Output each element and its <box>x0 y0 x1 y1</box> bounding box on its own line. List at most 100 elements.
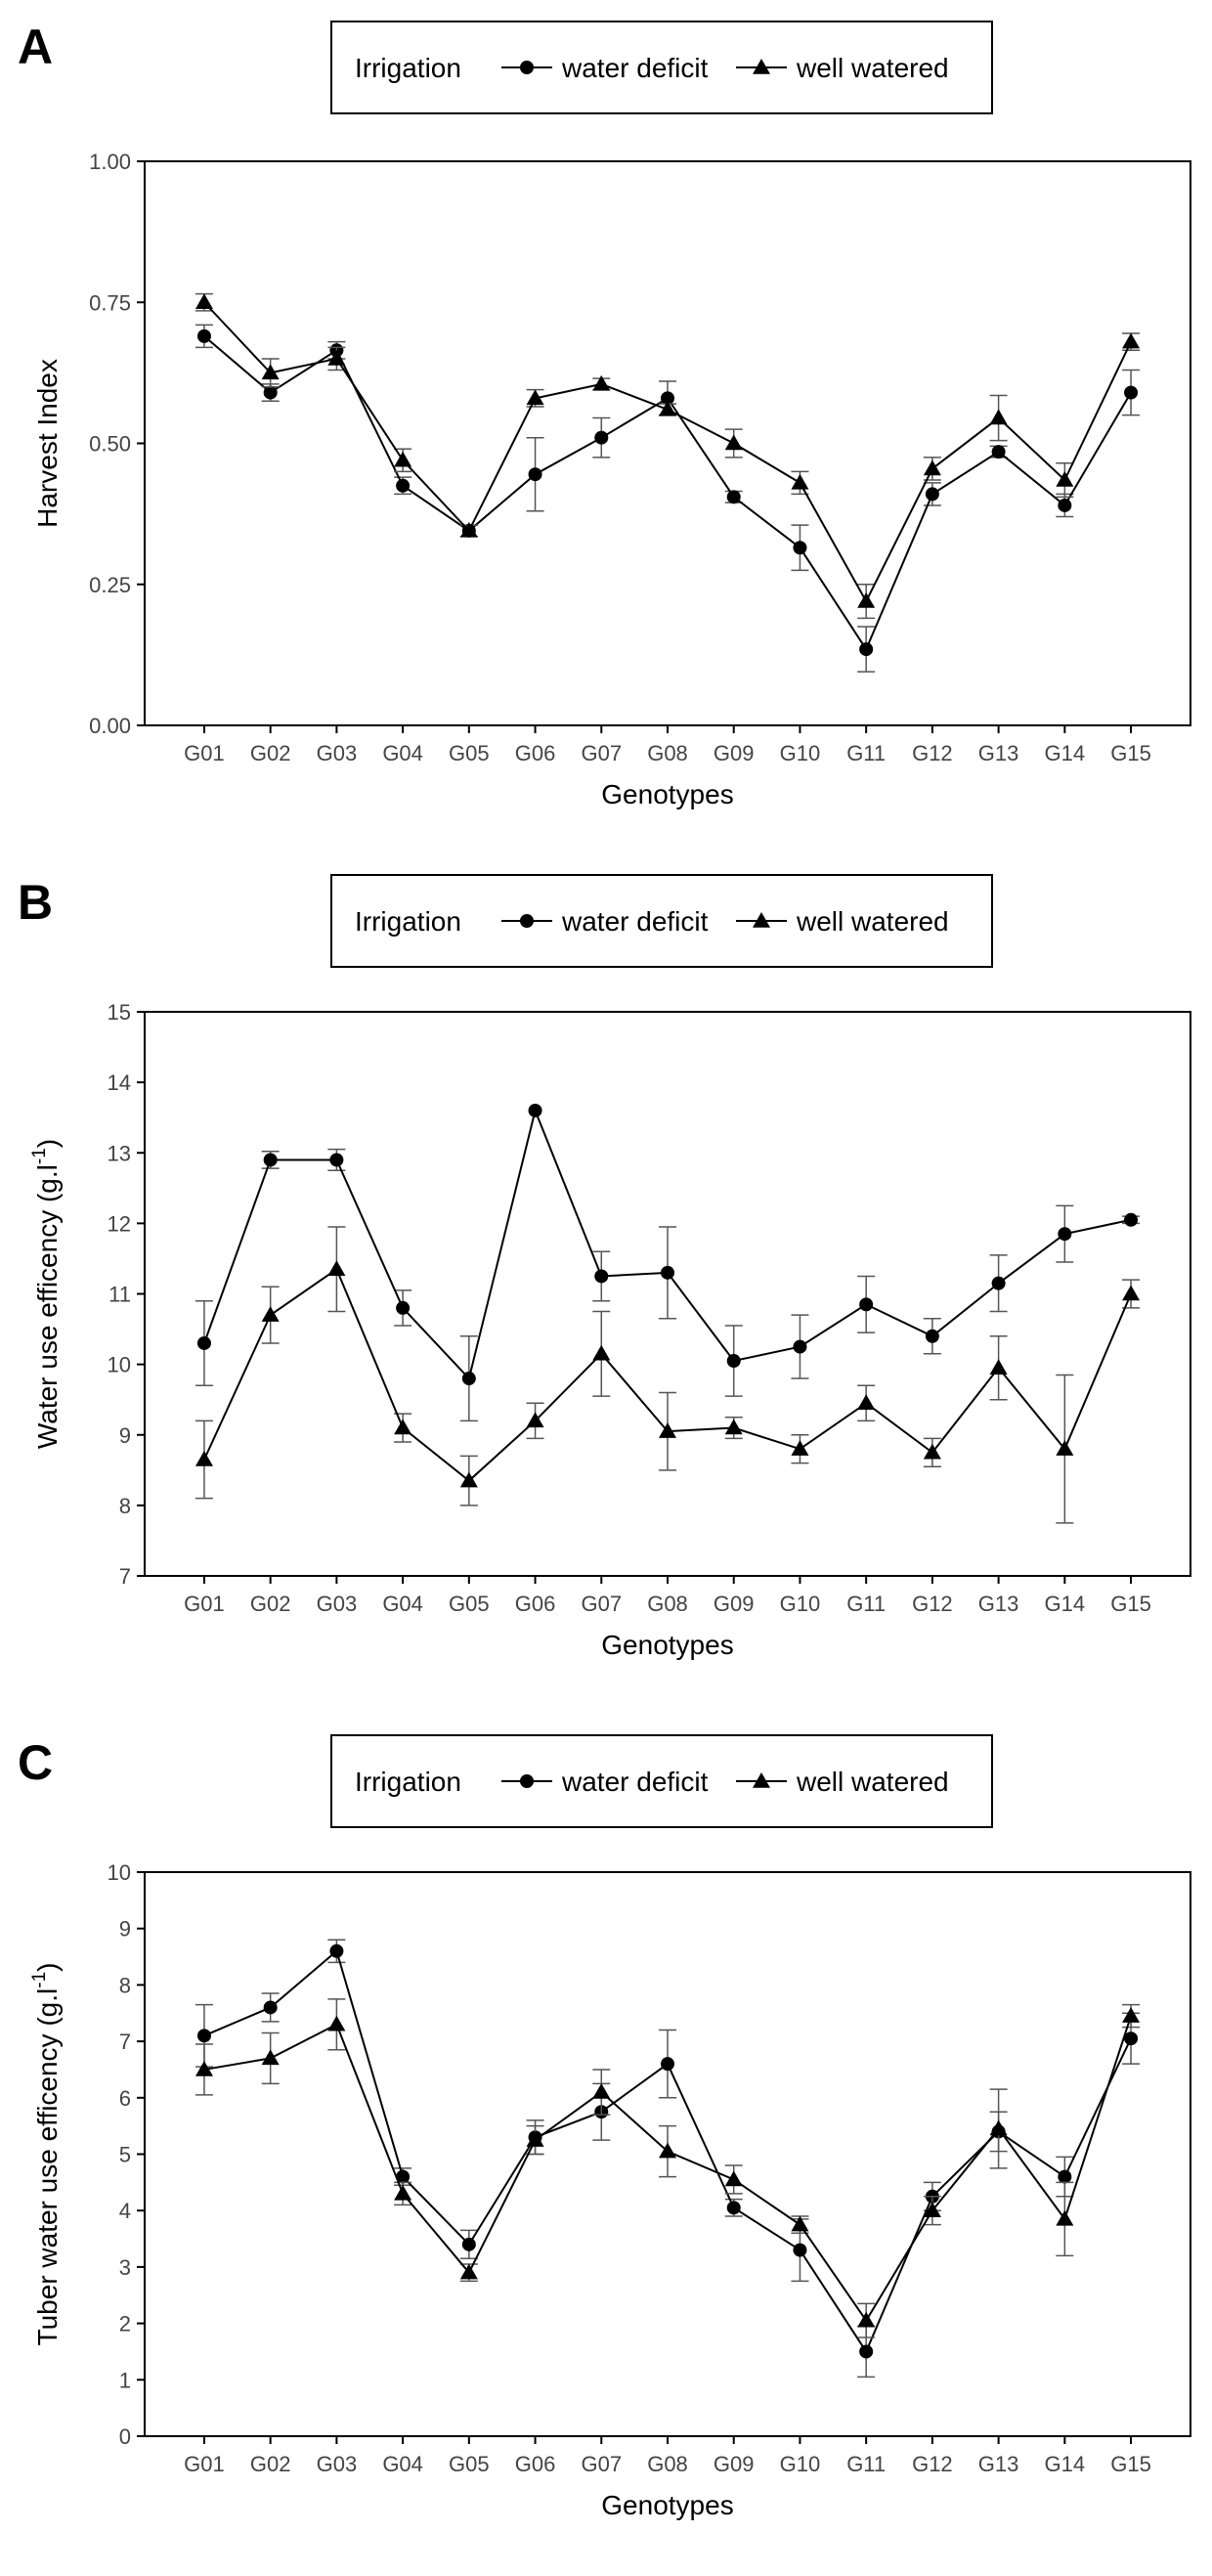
y-tick-label: 2 <box>119 2312 131 2336</box>
data-point-triangle <box>989 1359 1008 1375</box>
data-point-triangle <box>195 2060 213 2076</box>
x-tick-label: G09 <box>714 741 755 765</box>
harvest-index-chart: A Irrigation water deficit well watered 0.00… <box>18 20 1191 809</box>
data-point-circle <box>726 490 741 504</box>
y-tick-label: 7 <box>119 1564 131 1589</box>
x-tick-label: G03 <box>317 2452 358 2476</box>
x-tick-label: G05 <box>449 741 490 765</box>
x-tick-label: G13 <box>978 1592 1019 1616</box>
legend-entry-well-watered: well watered <box>796 1767 949 1797</box>
y-tick-label: 13 <box>108 1141 131 1165</box>
data-point-circle <box>594 1269 609 1284</box>
y-tick-label: 0.50 <box>89 432 131 457</box>
x-tick-label: G08 <box>647 1592 688 1616</box>
x-tick-label: G04 <box>382 1592 423 1616</box>
data-point-circle <box>859 642 874 657</box>
y-axis-label-tail: ) <box>32 1963 63 1972</box>
data-point-circle <box>1058 2169 1072 2184</box>
y-tick-label: 12 <box>108 1211 131 1236</box>
x-tick-label: G09 <box>714 1592 755 1616</box>
data-point-triangle <box>857 1394 876 1411</box>
x-tick-label: G02 <box>250 1592 291 1616</box>
x-tick-label: G12 <box>912 2452 953 2476</box>
legend-key-triangle-marker <box>753 912 770 928</box>
data-point-triangle <box>195 293 213 309</box>
x-tick-label: G05 <box>449 2452 490 2476</box>
legend-entry-well-watered: well watered <box>796 906 949 937</box>
data-point-circle <box>461 2237 476 2251</box>
data-point-triangle <box>394 2184 412 2201</box>
data-point-triangle <box>659 400 676 416</box>
data-point-triangle <box>394 1419 412 1435</box>
data-point-triangle <box>394 451 412 467</box>
x-tick-label: G02 <box>250 2452 291 2476</box>
x-tick-label: G08 <box>647 741 688 765</box>
data-point-triangle <box>459 2263 478 2280</box>
data-point-triangle <box>327 1260 346 1277</box>
x-tick-label: G15 <box>1110 1592 1151 1616</box>
data-point-triangle <box>923 459 941 476</box>
legend-entry-water-deficit: water deficit <box>561 1767 709 1797</box>
y-tick-label: 7 <box>119 2030 131 2054</box>
legend-entry-water-deficit: water deficit <box>561 53 709 83</box>
y-tick-label: 0.25 <box>89 573 131 597</box>
data-point-triangle <box>1122 332 1141 349</box>
x-tick-label: G11 <box>846 741 886 765</box>
x-tick-label: G10 <box>780 741 821 765</box>
series-well-watered <box>195 1226 1141 1524</box>
data-point-circle <box>396 2169 411 2184</box>
y-tick-label: 8 <box>119 1973 131 1997</box>
y-tick-label: 10 <box>108 1353 131 1377</box>
data-point-triangle <box>659 1422 676 1438</box>
y-axis-label-tail: ) <box>32 1139 63 1148</box>
data-point-circle <box>396 478 411 493</box>
x-tick-label: G04 <box>382 2452 423 2476</box>
legend-title: Irrigation <box>355 1767 461 1797</box>
data-point-circle <box>594 430 609 445</box>
panel-label: C <box>18 1735 53 1790</box>
legend-key-triangle-marker <box>753 1772 770 1788</box>
y-axis-label: Harvest Index <box>32 359 63 528</box>
data-point-circle <box>396 1300 411 1315</box>
data-point-triangle <box>659 2142 676 2159</box>
x-axis-label: Genotypes <box>601 779 733 809</box>
data-point-triangle <box>327 349 346 366</box>
data-point-triangle <box>1122 1285 1141 1301</box>
data-point-circle <box>859 2344 874 2359</box>
data-point-circle <box>196 2029 211 2043</box>
legend: Irrigation water deficit well watered <box>330 1734 993 1828</box>
data-point-circle <box>329 1943 344 1958</box>
x-tick-label: G11 <box>846 2452 886 2476</box>
data-point-circle <box>726 2201 741 2215</box>
data-point-triangle <box>989 2119 1008 2136</box>
data-point-circle <box>1124 1212 1139 1227</box>
data-point-circle <box>793 1339 807 1354</box>
data-point-triangle <box>592 2083 611 2099</box>
data-point-circle <box>925 1329 939 1343</box>
y-tick-label: 1.00 <box>89 150 131 174</box>
x-tick-label: G09 <box>714 2452 755 2476</box>
series-well-watered <box>195 292 1141 620</box>
x-axis-label: Genotypes <box>601 1630 733 1660</box>
legend: Irrigation water deficit well watered <box>330 21 993 114</box>
x-tick-label: G05 <box>449 1592 490 1616</box>
data-point-circle <box>661 391 674 406</box>
data-point-circle <box>1124 2031 1139 2046</box>
data-point-circle <box>196 328 211 343</box>
legend-box <box>330 21 993 114</box>
data-point-triangle <box>791 2215 809 2232</box>
panel-label: B <box>18 875 53 930</box>
data-point-triangle <box>592 374 611 391</box>
data-point-triangle <box>261 364 280 380</box>
data-point-triangle <box>261 1306 280 1322</box>
legend-title: Irrigation <box>355 906 461 937</box>
x-tick-label: G07 <box>581 2452 622 2476</box>
chart-panel-a: A Irrigation water deficit well watered 0.00… <box>0 0 1212 851</box>
data-point-circle <box>1124 385 1139 400</box>
data-point-triangle <box>791 473 809 490</box>
data-point-circle <box>461 1372 476 1386</box>
y-tick-label: 9 <box>119 1423 131 1448</box>
data-point-triangle <box>724 2170 743 2187</box>
data-point-triangle <box>923 2202 941 2217</box>
x-tick-label: G12 <box>912 1592 953 1616</box>
